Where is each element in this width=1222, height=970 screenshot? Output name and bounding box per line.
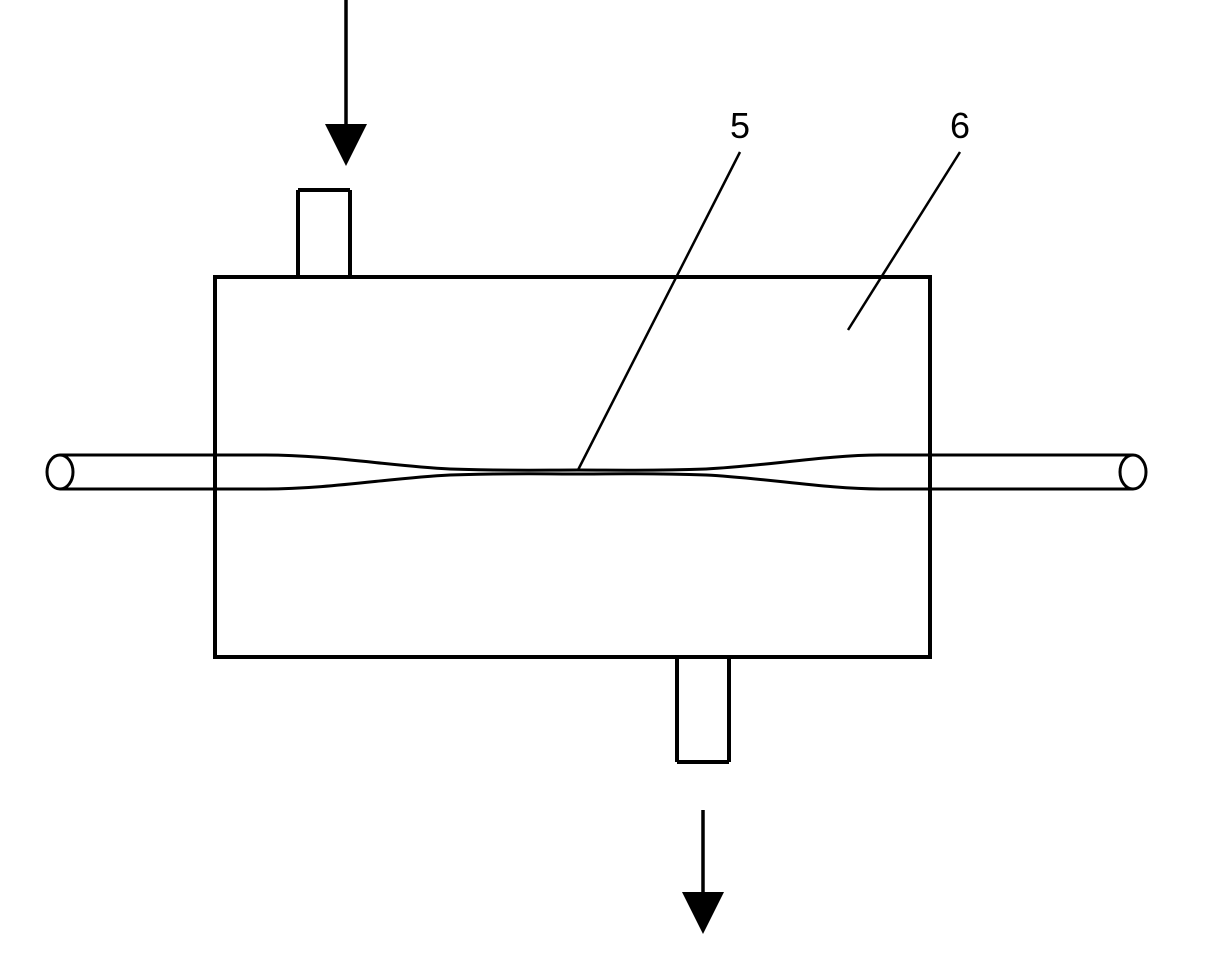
fiber-lower bbox=[60, 474, 1133, 489]
fiber-left-end bbox=[47, 455, 73, 489]
outlet-port bbox=[677, 657, 729, 762]
callout-label-5: 5 bbox=[730, 105, 750, 147]
diagram-svg bbox=[0, 0, 1222, 965]
fiber-upper bbox=[60, 455, 1133, 470]
inlet-port bbox=[298, 190, 350, 277]
callout-label-6: 6 bbox=[950, 105, 970, 147]
diagram-container: 5 6 bbox=[0, 0, 1222, 965]
fiber-right-end bbox=[1120, 455, 1146, 489]
leader-line-6 bbox=[848, 152, 960, 330]
leader-line-5 bbox=[578, 152, 740, 470]
chamber-box bbox=[215, 277, 930, 657]
